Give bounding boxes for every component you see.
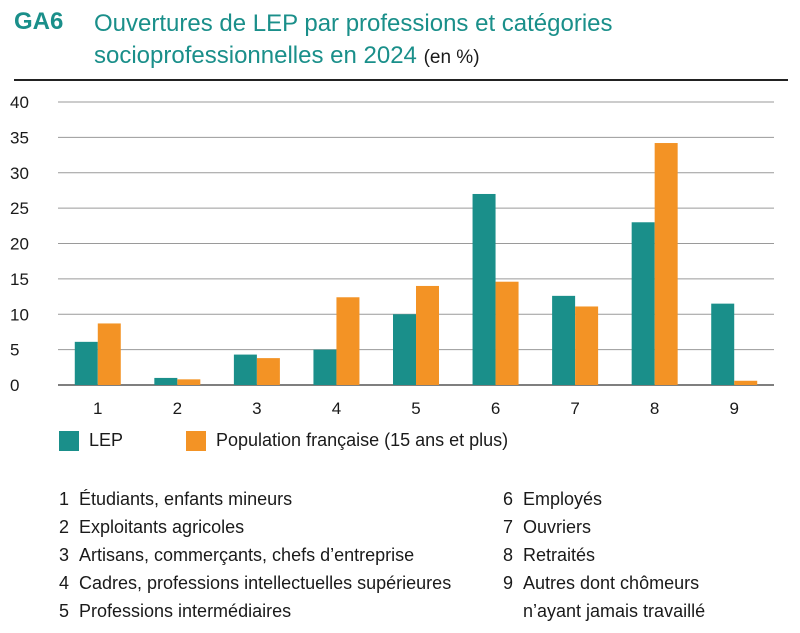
bar-chart: 0 5 10 15 20 25 30 35 40 1 2 3 4 5 6 7 8 9: [10, 93, 774, 418]
y-tick-label: 20: [10, 235, 29, 254]
figure-code: GA6: [14, 8, 64, 35]
x-tick-label: 6: [491, 399, 500, 418]
title-unit: (en %): [423, 47, 480, 68]
bar-lep: [711, 303, 735, 385]
x-tick-label: 1: [93, 399, 102, 418]
bar-population: [575, 306, 599, 385]
note-item: 1 Étudiants, enfants mineurs: [59, 489, 293, 509]
title-line-2: socioprofessionnelles en 2024: [94, 42, 417, 69]
note-item: 7 Ouvriers: [503, 517, 592, 537]
notes-right-column: 6 Employés 7 Ouvriers 8 Retraités 9 Autres d…: [503, 485, 705, 625]
note-item: 5 Professions intermédiaires: [59, 601, 292, 621]
bar-lep: [233, 354, 257, 385]
bar-population: [654, 143, 678, 385]
bar-lep: [631, 222, 655, 385]
y-tick-label: 15: [10, 270, 29, 289]
x-tick-label: 5: [411, 399, 420, 418]
note-item: 2 Exploitants agricoles: [59, 517, 245, 537]
bar-lep: [313, 349, 337, 385]
legend-label-population: Population française (15 ans et plus): [216, 430, 509, 450]
notes-left-column: 1 Étudiants, enfants mineurs 2 Exploitants…: [59, 485, 451, 625]
y-tick-label: 10: [10, 305, 29, 324]
y-tick-label: 0: [10, 376, 19, 395]
x-tick-label: 8: [650, 399, 659, 418]
bar-population: [336, 297, 360, 385]
x-tick-label: 2: [173, 399, 182, 418]
note-item: 3 Artisans, commerçants, chefs d’entrepri…: [59, 545, 415, 565]
note-item: 8 Retraités: [503, 545, 596, 565]
x-tick-label: 9: [729, 399, 738, 418]
chart-title: Ouvertures de LEP par professions et cat…: [94, 8, 613, 74]
bar-population: [416, 285, 439, 385]
header-rule: [14, 79, 788, 81]
y-tick-label: 40: [10, 93, 29, 112]
x-tick-label: 7: [570, 399, 579, 418]
legend-swatch-population: [186, 430, 206, 451]
title-line-1: Ouvertures de LEP par professions et cat…: [94, 10, 613, 37]
x-tick-label: 4: [332, 399, 341, 418]
bar-lep: [552, 295, 576, 385]
note-item: 9 Autres dont chômeurs: [503, 573, 700, 593]
bar-population: [256, 358, 280, 385]
bar-population: [734, 380, 758, 385]
y-tick-label: 30: [10, 164, 29, 183]
note-item: 6 Employés: [503, 489, 603, 509]
y-tick-label: 25: [10, 199, 29, 218]
bar-lep: [393, 314, 416, 385]
y-tick-label: 35: [10, 128, 29, 147]
legend-item-population: Population française (15 ans et plus): [186, 430, 508, 451]
note-item-continuation: n’ayant jamais travaillé: [523, 601, 706, 621]
bar-population: [495, 281, 519, 385]
bar-lep: [472, 193, 496, 385]
note-item: 4 Cadres, professions intellectuelles sup…: [59, 573, 452, 593]
y-tick-label: 5: [10, 341, 19, 360]
legend-item-lep: LEP: [59, 430, 123, 451]
x-tick-label: 3: [252, 399, 261, 418]
bar-lep: [154, 377, 178, 385]
bar-lep: [74, 341, 98, 385]
bar-population: [97, 323, 121, 385]
legend-swatch-lep: [59, 430, 79, 451]
bar-population: [177, 379, 201, 385]
legend-label-lep: LEP: [89, 430, 124, 450]
